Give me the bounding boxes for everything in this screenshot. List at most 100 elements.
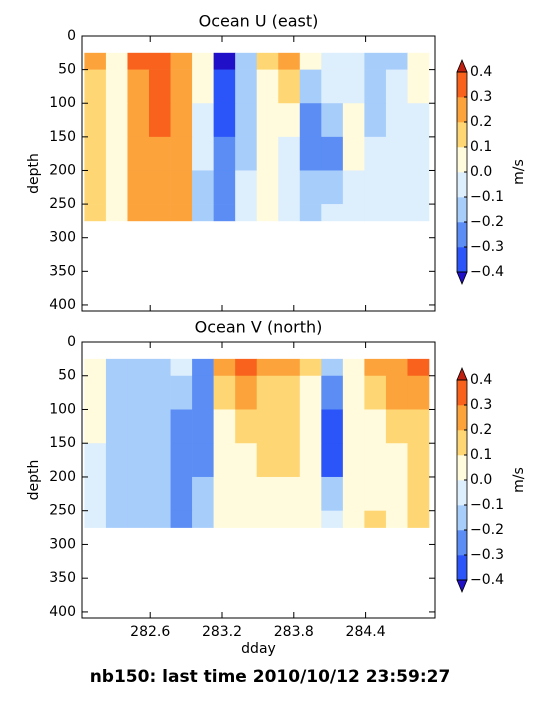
contour-cell <box>213 476 236 512</box>
contour-cell <box>192 103 214 138</box>
contour-cell <box>127 510 150 528</box>
contour-cell <box>256 358 279 377</box>
contour-cell <box>235 476 258 512</box>
colorbar-tick-label: 0.2 <box>470 422 492 438</box>
contour-cell <box>299 443 322 478</box>
contour-cell <box>321 170 344 205</box>
contour-cell <box>127 409 150 444</box>
colorbar-tick-label: 0.4 <box>470 64 492 80</box>
colorbar-tick-label: 0.4 <box>470 372 492 388</box>
contour-cell <box>321 136 344 171</box>
contour-cell <box>385 103 408 138</box>
colorbar-tick-label: 0.2 <box>470 114 492 130</box>
contour-cell <box>170 204 193 222</box>
contour-cell <box>235 358 258 377</box>
contour-cell <box>256 103 279 138</box>
contour-cell <box>105 358 128 377</box>
x-tick-label: 284.4 <box>346 624 386 640</box>
contour-cell <box>192 52 214 70</box>
contour-cell <box>170 136 193 171</box>
contour-cell <box>364 358 387 377</box>
plot-frame <box>81 35 436 312</box>
contour-cell <box>235 69 258 104</box>
contour-cell <box>149 409 171 444</box>
contour-cell <box>364 69 387 104</box>
contour-cell <box>84 170 107 205</box>
contour-cell <box>170 103 193 138</box>
contour-cell <box>299 103 322 138</box>
contour-cell <box>278 69 301 104</box>
contour-cell <box>342 69 365 104</box>
contour-cell <box>127 358 150 377</box>
contour-cell <box>105 136 128 171</box>
contour-cell <box>170 510 193 528</box>
y-tick-label: 350 <box>49 263 76 279</box>
y-tick-label: 200 <box>49 162 76 178</box>
contour-cell <box>321 52 344 70</box>
contour-cell <box>364 443 387 478</box>
contour-cell <box>407 69 430 104</box>
contour-cell <box>385 52 408 70</box>
contour-cell <box>84 136 107 171</box>
contour-cell <box>364 204 387 222</box>
contour-cell <box>407 103 430 138</box>
contour-cell <box>192 409 214 444</box>
contour-cell <box>127 170 150 205</box>
y-tick-label: 200 <box>49 469 76 485</box>
contour-cell <box>105 510 128 528</box>
contour-cell <box>342 52 365 70</box>
contour-cell <box>213 52 236 70</box>
colorbar-segment <box>457 455 467 481</box>
contour-cell <box>407 170 430 205</box>
contour-cell <box>127 476 150 512</box>
colorbar-over <box>456 58 468 73</box>
contour-cell <box>84 358 107 377</box>
y-tick-label: 300 <box>49 536 76 552</box>
contour-cell <box>105 476 128 512</box>
contour-cell <box>170 358 193 377</box>
contour-cell <box>321 476 344 512</box>
colorbar-segment <box>457 430 467 456</box>
contour-cell <box>385 510 408 528</box>
contour-cell <box>192 443 214 478</box>
contour-cell <box>235 443 258 478</box>
colorbar-tick-label: −0.3 <box>470 239 504 255</box>
contour-cell <box>105 409 128 444</box>
contour-cell <box>84 510 107 528</box>
colorbar-label: m/s <box>511 467 527 493</box>
colorbar-tick-label: −0.3 <box>470 547 504 563</box>
contour-cell <box>105 443 128 478</box>
contour-cell <box>213 69 236 104</box>
contour-cell <box>105 52 128 70</box>
contour-cell <box>256 409 279 444</box>
contour-cell <box>342 204 365 222</box>
x-tick-label: 283.8 <box>274 624 314 640</box>
y-tick-label: 400 <box>49 297 76 313</box>
contour-cell <box>278 476 301 512</box>
contour-cell <box>407 375 430 410</box>
contour-cell <box>105 375 128 410</box>
contour-cell <box>342 510 365 528</box>
contour-cell <box>278 375 301 410</box>
contour-cell <box>149 103 171 138</box>
contour-cell <box>213 204 236 222</box>
chart-title: Ocean U (east) <box>199 12 319 31</box>
contour-cell <box>256 52 279 70</box>
contour-cell <box>342 443 365 478</box>
colorbar-tick-label: 0.1 <box>470 139 492 155</box>
contour-cell <box>235 375 258 410</box>
y-tick-label: 50 <box>58 368 76 384</box>
contour-cell <box>192 136 214 171</box>
contour-cell <box>170 170 193 205</box>
contour-cell <box>407 204 430 222</box>
contour-cell <box>192 204 214 222</box>
contour-cell <box>235 409 258 444</box>
y-tick-label: 400 <box>49 604 76 620</box>
y-tick-label: 50 <box>58 62 76 78</box>
contour-cell <box>192 69 214 104</box>
contour-cell <box>299 375 322 410</box>
contour-cell <box>299 69 322 104</box>
colorbar-under <box>456 579 468 594</box>
contour-cell <box>278 103 301 138</box>
contour-cell <box>278 204 301 222</box>
